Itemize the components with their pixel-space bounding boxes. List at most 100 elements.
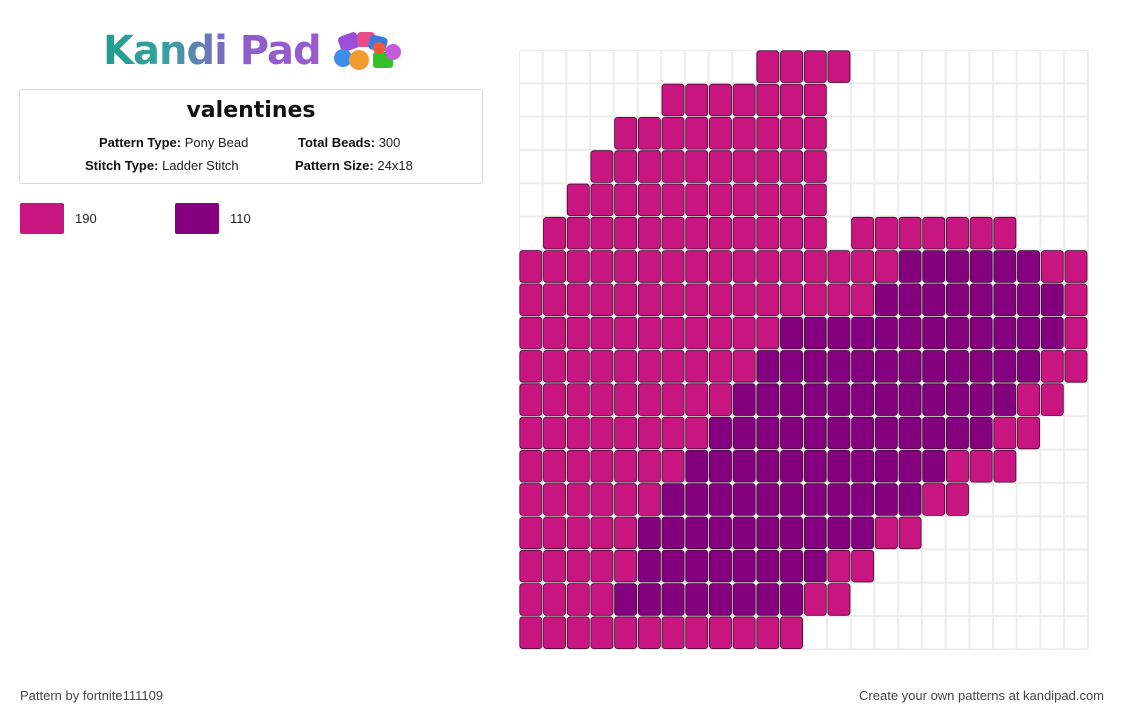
bead-pink <box>708 350 732 383</box>
bead-pink <box>945 449 969 483</box>
bead-purple <box>756 549 780 583</box>
bead-purple <box>637 516 661 550</box>
bead-pink <box>685 350 709 383</box>
bead-pink <box>1064 283 1088 316</box>
bead-purple <box>1040 283 1064 316</box>
bead-pink <box>1040 350 1064 383</box>
bead-purple <box>922 250 946 283</box>
bead-pink <box>590 283 614 316</box>
bead-pink <box>566 616 590 650</box>
bead-pink <box>827 583 851 616</box>
bead-pink <box>708 283 732 316</box>
bead-pink <box>590 549 614 583</box>
bead-pink <box>519 549 543 583</box>
bead-purple <box>1017 283 1041 316</box>
legend-swatch-pink <box>20 203 64 234</box>
bead-purple <box>803 350 827 383</box>
bead-pink <box>543 483 567 516</box>
bead-pink <box>590 250 614 283</box>
bead-purple <box>685 549 709 583</box>
bead-pink <box>614 449 638 483</box>
bead-pink <box>780 50 804 83</box>
stitch-type-label: Stitch Type: <box>85 158 159 173</box>
bead-purple <box>898 416 922 450</box>
bead-pink <box>993 216 1017 250</box>
bead-purple <box>898 283 922 316</box>
kandi-pad-logo[interactable]: Kandi Pad <box>103 26 405 76</box>
beads-logo-icon <box>333 32 401 70</box>
bead-pink <box>661 283 685 316</box>
bead-purple <box>874 283 898 316</box>
bead-purple <box>898 483 922 516</box>
bead-purple <box>756 350 780 383</box>
bead-pink <box>543 250 567 283</box>
bead-pink <box>590 316 614 350</box>
bead-purple <box>780 316 804 350</box>
bead-pink <box>780 616 804 650</box>
bead-pink <box>1064 316 1088 350</box>
bead-purple <box>685 583 709 616</box>
bead-pink <box>780 83 804 117</box>
bead-purple <box>708 516 732 550</box>
pattern-size-label: Pattern Size: <box>295 158 374 173</box>
legend-swatch-purple <box>175 203 219 234</box>
bead-pink <box>922 216 946 250</box>
bead-purple <box>945 383 969 416</box>
bead-pink <box>1017 416 1041 450</box>
bead-pink <box>969 449 993 483</box>
bead-purple <box>708 549 732 583</box>
bead-purple <box>803 549 827 583</box>
bead-pink <box>827 250 851 283</box>
bead-pink <box>922 483 946 516</box>
bead-pink <box>566 549 590 583</box>
bead-pink <box>708 250 732 283</box>
bead-purple <box>969 350 993 383</box>
bead-purple <box>874 449 898 483</box>
bead-purple <box>661 516 685 550</box>
bead-pink <box>566 449 590 483</box>
bead-pink <box>732 250 756 283</box>
bead-pink <box>614 416 638 450</box>
bead-pink <box>566 516 590 550</box>
pattern-type: Pattern Type: Pony Bead <box>99 135 248 150</box>
bead-pink <box>661 117 685 150</box>
bead-pink <box>637 216 661 250</box>
bead-pink <box>661 383 685 416</box>
bead-pink <box>590 350 614 383</box>
bead-pink <box>637 383 661 416</box>
bead-pink <box>685 416 709 450</box>
bead-pink <box>519 383 543 416</box>
bead-purple <box>803 383 827 416</box>
bead-pink <box>590 216 614 250</box>
create-patterns-link[interactable]: Create your own patterns at kandipad.com <box>859 688 1104 703</box>
bead-pink <box>637 117 661 150</box>
bead-pink <box>874 216 898 250</box>
pattern-author: Pattern by fortnite111109 <box>20 688 164 703</box>
bead-pink <box>566 583 590 616</box>
bead-purple <box>945 416 969 450</box>
bead-purple <box>969 383 993 416</box>
bead-purple <box>827 383 851 416</box>
bead-pink <box>566 416 590 450</box>
bead-purple <box>922 350 946 383</box>
bead-purple <box>685 449 709 483</box>
bead-pink <box>756 183 780 217</box>
bead-pink <box>543 616 567 650</box>
bead-pink <box>732 283 756 316</box>
bead-pink <box>756 616 780 650</box>
bead-purple <box>827 416 851 450</box>
bead-pink <box>661 350 685 383</box>
bead-pink <box>519 616 543 650</box>
bead-purple <box>685 483 709 516</box>
bead-purple <box>732 483 756 516</box>
bead-pink <box>614 216 638 250</box>
bead-pink <box>543 316 567 350</box>
bead-pink <box>827 283 851 316</box>
bead-pink <box>732 616 756 650</box>
bead-purple <box>827 516 851 550</box>
bead-pink <box>874 516 898 550</box>
bead-pink <box>685 117 709 150</box>
bead-pink <box>614 616 638 650</box>
bead-pink <box>614 549 638 583</box>
bead-pink <box>661 250 685 283</box>
